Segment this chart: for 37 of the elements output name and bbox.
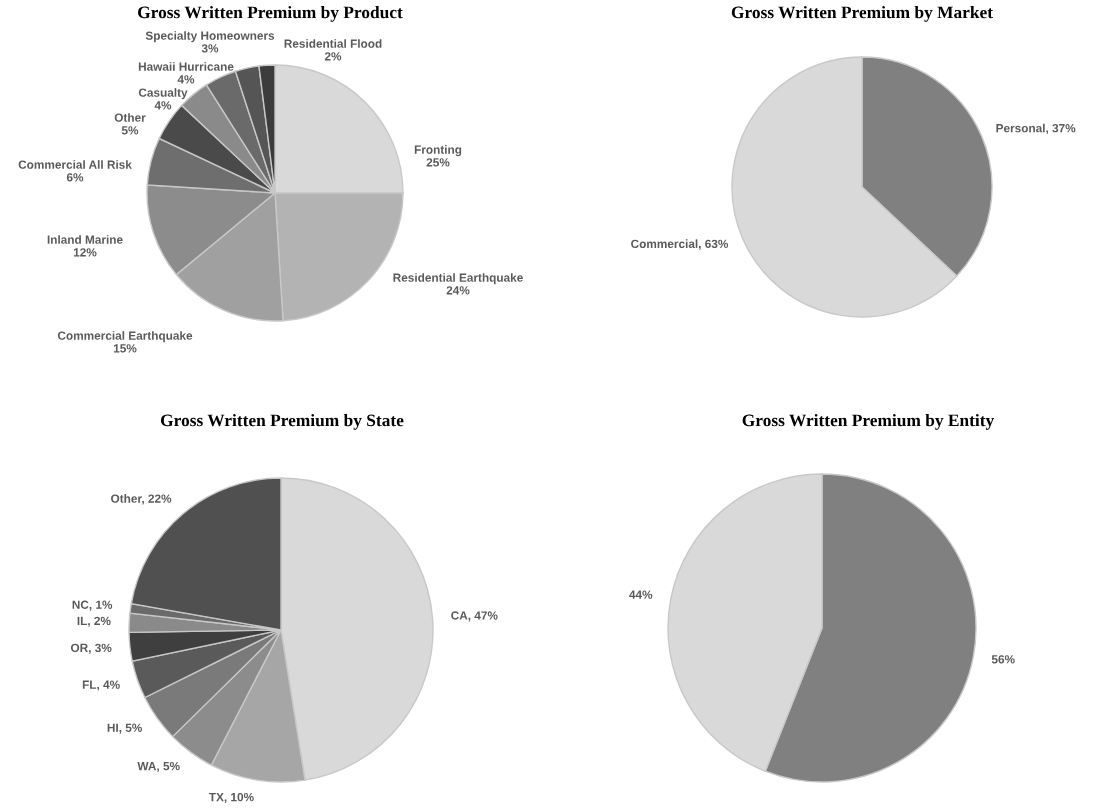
chart-title: Gross Written Premium by Product (138, 6, 403, 22)
slice-label: FL, 4% (82, 680, 120, 691)
data-label: 56% (991, 655, 1015, 664)
data-label: 5% (121, 126, 139, 135)
slice-label: Inland Marine (47, 235, 123, 244)
chart-title: Gross Written Premium by Entity (742, 414, 995, 430)
slice-label: Residential Earthquake (393, 273, 523, 285)
slice-label: TX, 10% (208, 792, 254, 803)
slice-label: Commercial, 63% (631, 239, 729, 250)
chart-title: Gross Written Premium by State (160, 414, 404, 430)
slice-label: Specialty Homeowners (145, 31, 275, 43)
data-label: 24% (446, 286, 470, 295)
slice-label: Fronting (414, 145, 462, 157)
slice-label: OR, 3% (70, 643, 112, 654)
slice-label: Other (114, 113, 146, 122)
chart-title: Gross Written Premium by Market (731, 6, 993, 22)
data-label: 3% (201, 44, 219, 53)
slice-label: WA, 5% (137, 761, 180, 772)
slice-label: Hawaii Hurricane (138, 62, 234, 71)
slice-label: HI, 5% (107, 723, 143, 734)
data-label: 4% (154, 101, 172, 110)
slice-label: Personal, 37% (996, 123, 1076, 135)
data-label: 2% (324, 52, 342, 61)
slice-label: Commercial Earthquake (57, 331, 193, 343)
slice-label: Commercial All Risk (18, 160, 132, 169)
data-label: 25% (426, 158, 450, 167)
slice-label: Other, 22% (111, 494, 172, 505)
data-label: 44% (629, 590, 653, 599)
slice-label: Residential Flood (284, 39, 382, 48)
slice-label: IL, 2% (77, 616, 111, 627)
data-label: 4% (177, 75, 195, 84)
slice-label: NC, 1% (72, 600, 113, 611)
slice-label: Casualty (138, 88, 188, 100)
slice-label: CA, 47% (451, 611, 498, 622)
data-label: 6% (66, 173, 84, 182)
data-label: 12% (73, 248, 97, 257)
data-label: 15% (113, 344, 137, 353)
